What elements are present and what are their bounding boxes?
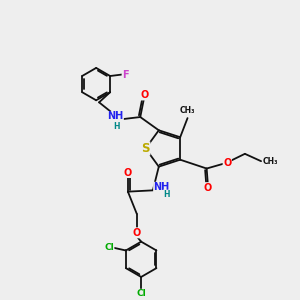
Text: H: H	[163, 190, 169, 199]
Text: O: O	[223, 158, 231, 168]
Text: CH₃: CH₃	[180, 106, 195, 115]
Text: Cl: Cl	[136, 289, 146, 298]
Text: H: H	[113, 122, 120, 131]
Text: CH₃: CH₃	[262, 157, 278, 166]
Text: O: O	[133, 228, 141, 238]
Text: F: F	[122, 70, 129, 80]
Text: Cl: Cl	[104, 243, 114, 252]
Text: O: O	[141, 90, 149, 100]
Text: NH: NH	[107, 112, 123, 122]
Text: NH: NH	[154, 182, 170, 192]
Text: S: S	[141, 142, 150, 155]
Text: O: O	[124, 167, 132, 178]
Text: O: O	[204, 183, 212, 193]
